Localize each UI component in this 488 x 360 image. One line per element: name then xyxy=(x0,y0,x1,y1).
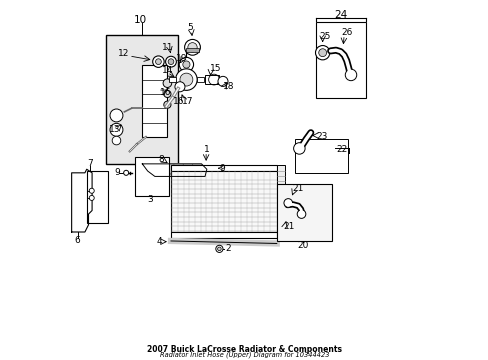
Circle shape xyxy=(168,59,174,64)
Text: 20: 20 xyxy=(297,241,308,250)
Text: 14: 14 xyxy=(162,66,173,75)
Circle shape xyxy=(175,82,184,92)
Text: 8: 8 xyxy=(158,155,164,164)
Text: 23: 23 xyxy=(316,132,327,141)
Text: 19: 19 xyxy=(176,54,187,63)
Text: 16: 16 xyxy=(160,87,171,96)
Bar xyxy=(276,165,284,238)
Text: 24: 24 xyxy=(334,10,347,20)
Circle shape xyxy=(89,188,94,193)
Text: 11: 11 xyxy=(162,43,173,52)
Circle shape xyxy=(217,247,221,251)
Circle shape xyxy=(175,69,197,90)
Text: 9: 9 xyxy=(115,168,120,177)
Bar xyxy=(276,184,332,241)
Text: Radiator Inlet Hose (Upper) Diagram for 10344423: Radiator Inlet Hose (Upper) Diagram for … xyxy=(160,351,328,358)
Circle shape xyxy=(179,57,193,72)
Circle shape xyxy=(163,79,171,87)
Circle shape xyxy=(110,123,122,136)
Circle shape xyxy=(165,56,176,67)
Circle shape xyxy=(318,49,326,57)
Text: 25: 25 xyxy=(319,32,330,41)
Text: 26: 26 xyxy=(341,28,352,37)
Text: 2007 Buick LaCrosse Radiator & Components: 2007 Buick LaCrosse Radiator & Component… xyxy=(147,345,341,354)
Bar xyxy=(204,75,219,84)
Text: 21: 21 xyxy=(292,184,304,193)
Bar xyxy=(171,171,276,232)
Bar xyxy=(86,171,108,223)
Circle shape xyxy=(297,210,305,219)
Bar xyxy=(197,77,204,82)
Circle shape xyxy=(155,59,161,64)
Bar xyxy=(169,77,176,82)
Bar xyxy=(142,65,167,137)
Circle shape xyxy=(152,56,164,67)
Bar xyxy=(106,35,178,164)
Circle shape xyxy=(215,245,223,252)
Bar xyxy=(316,22,366,98)
Bar xyxy=(171,232,276,238)
Text: 12: 12 xyxy=(118,49,129,58)
Circle shape xyxy=(187,42,197,52)
Text: 18: 18 xyxy=(223,82,234,91)
Circle shape xyxy=(112,136,121,145)
Text: 16: 16 xyxy=(172,97,184,106)
Circle shape xyxy=(315,45,329,60)
Text: 2: 2 xyxy=(225,244,231,253)
Circle shape xyxy=(293,143,305,154)
Circle shape xyxy=(180,73,192,86)
Text: 13: 13 xyxy=(109,125,120,134)
Text: 10: 10 xyxy=(134,15,147,26)
Text: 4: 4 xyxy=(156,237,162,246)
Circle shape xyxy=(163,90,171,98)
Bar xyxy=(171,165,276,171)
Text: 6: 6 xyxy=(75,237,81,246)
Circle shape xyxy=(89,195,94,201)
Circle shape xyxy=(123,170,128,175)
Circle shape xyxy=(110,109,122,122)
Bar xyxy=(294,139,347,173)
Text: 7: 7 xyxy=(87,159,93,168)
Text: 9: 9 xyxy=(219,164,224,173)
Bar xyxy=(135,157,169,196)
Text: 15: 15 xyxy=(210,64,222,73)
Text: 1: 1 xyxy=(203,145,209,154)
Text: 5: 5 xyxy=(187,23,192,32)
Polygon shape xyxy=(142,164,206,176)
Text: 22: 22 xyxy=(335,145,346,154)
Circle shape xyxy=(345,69,356,81)
Circle shape xyxy=(163,101,171,108)
Text: 3: 3 xyxy=(147,195,153,204)
Bar xyxy=(185,48,199,52)
Circle shape xyxy=(213,166,218,171)
Circle shape xyxy=(184,40,200,55)
Circle shape xyxy=(284,199,292,207)
Circle shape xyxy=(183,61,190,68)
Circle shape xyxy=(218,76,227,86)
Text: 17: 17 xyxy=(182,97,193,106)
Text: 21: 21 xyxy=(282,222,294,231)
